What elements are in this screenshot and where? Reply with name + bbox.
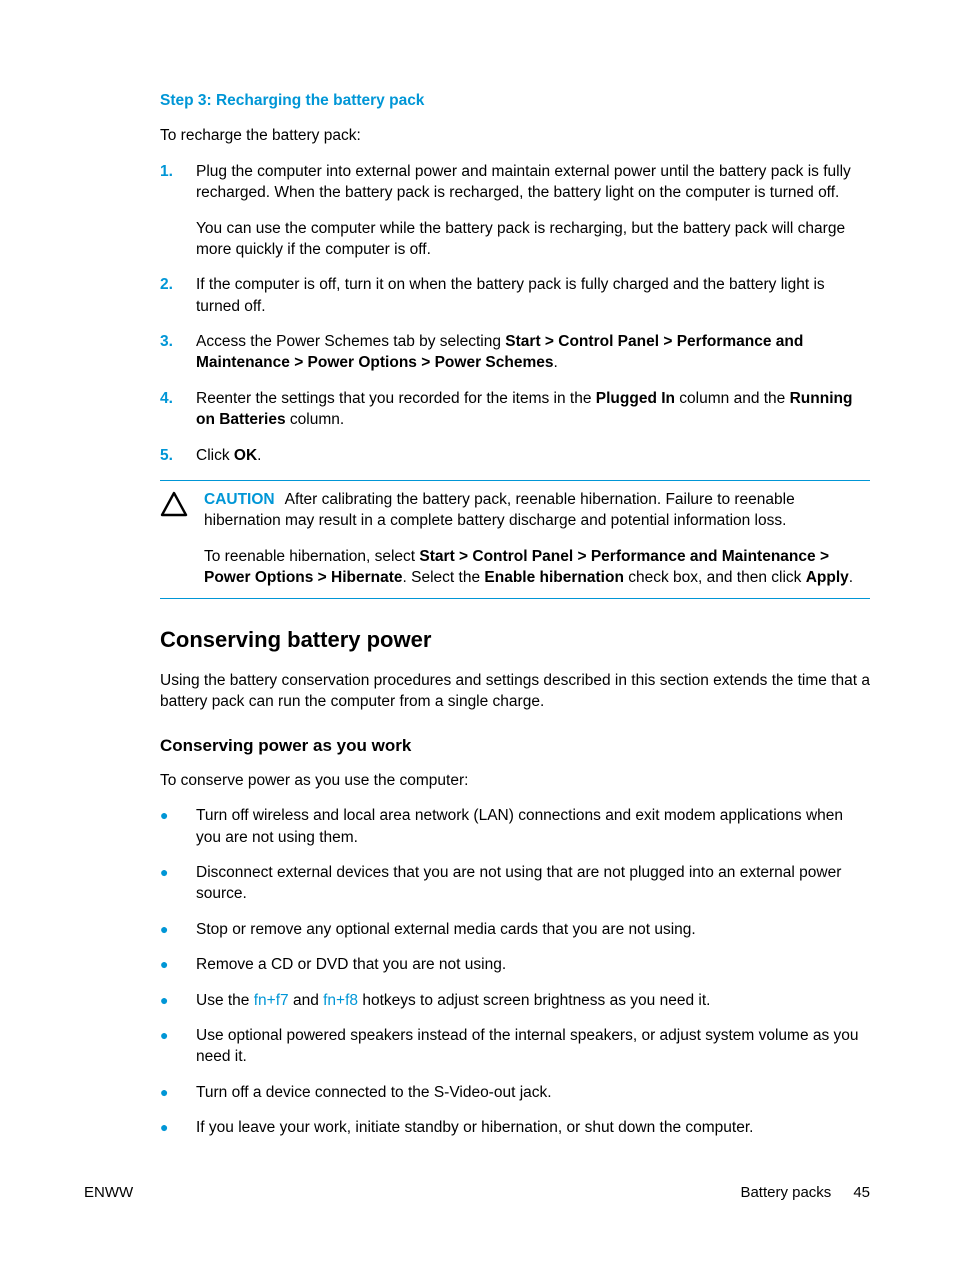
list-item: ● Use optional powered speakers instead …: [160, 1025, 870, 1068]
caution-text: . Select the: [403, 569, 485, 586]
section-heading: Conserving battery power: [160, 625, 870, 655]
list-item: 3. Access the Power Schemes tab by selec…: [160, 331, 870, 374]
caution-label: CAUTION: [204, 491, 285, 508]
list-text: Disconnect external devices that you are…: [196, 862, 870, 905]
numbered-list: 1. Plug the computer into external power…: [160, 161, 870, 466]
section-para: Using the battery conservation procedure…: [160, 670, 870, 713]
list-text: and: [289, 992, 323, 1009]
page-footer: ENWW Battery packs 45: [84, 1183, 870, 1204]
list-item: 1. Plug the computer into external power…: [160, 161, 870, 261]
list-text: Turn off wireless and local area network…: [196, 805, 870, 848]
list-text: Use the: [196, 992, 254, 1009]
hotkey: fn+f8: [323, 992, 358, 1009]
option-name: Enable hibernation: [484, 569, 624, 586]
bullet-icon: ●: [160, 919, 196, 940]
list-text: If you leave your work, initiate standby…: [196, 1117, 870, 1138]
list-text: hotkeys to adjust screen brightness as y…: [358, 992, 710, 1009]
bullet-icon: ●: [160, 990, 196, 1011]
list-number: 4.: [160, 388, 196, 431]
list-item: 5. Click OK.: [160, 445, 870, 466]
step-intro: To recharge the battery pack:: [160, 125, 870, 146]
column-name: Plugged In: [596, 390, 675, 407]
list-text: Stop or remove any optional external med…: [196, 919, 870, 940]
list-text: Remove a CD or DVD that you are not usin…: [196, 954, 870, 975]
button-name: OK: [234, 447, 257, 464]
list-item: ● If you leave your work, initiate stand…: [160, 1117, 870, 1138]
list-text: .: [553, 354, 557, 371]
caution-icon: [160, 489, 204, 589]
list-item: ● Stop or remove any optional external m…: [160, 919, 870, 940]
footer-left: ENWW: [84, 1183, 133, 1204]
list-text: Access the Power Schemes tab by selectin…: [196, 333, 505, 350]
list-item: ● Turn off a device connected to the S-V…: [160, 1082, 870, 1103]
list-text: Plug the computer into external power an…: [196, 163, 851, 201]
list-number: 1.: [160, 161, 196, 261]
subsection-para: To conserve power as you use the compute…: [160, 770, 870, 791]
list-text: Use optional powered speakers instead of…: [196, 1025, 870, 1068]
list-item: ● Turn off wireless and local area netwo…: [160, 805, 870, 848]
bullet-icon: ●: [160, 1117, 196, 1138]
list-text: column.: [286, 411, 345, 428]
list-text: .: [257, 447, 261, 464]
subsection-heading: Conserving power as you work: [160, 734, 870, 757]
caution-text: After calibrating the battery pack, reen…: [204, 491, 795, 529]
list-number: 5.: [160, 445, 196, 466]
caution-callout: CAUTIONAfter calibrating the battery pac…: [160, 480, 870, 600]
list-text: Reenter the settings that you recorded f…: [196, 390, 596, 407]
bullet-icon: ●: [160, 1082, 196, 1103]
list-item: 2. If the computer is off, turn it on wh…: [160, 274, 870, 317]
caution-text: check box, and then click: [624, 569, 806, 586]
bullet-icon: ●: [160, 1025, 196, 1068]
caution-text: .: [849, 569, 853, 586]
footer-section: Battery packs: [740, 1183, 831, 1204]
list-text: Turn off a device connected to the S-Vid…: [196, 1082, 870, 1103]
hotkey: fn+f7: [254, 992, 289, 1009]
list-number: 3.: [160, 331, 196, 374]
list-text: column and the: [675, 390, 790, 407]
bullet-icon: ●: [160, 805, 196, 848]
list-item: ● Use the fn+f7 and fn+f8 hotkeys to adj…: [160, 990, 870, 1011]
button-name: Apply: [806, 569, 849, 586]
list-number: 2.: [160, 274, 196, 317]
list-text: If the computer is off, turn it on when …: [196, 274, 870, 317]
list-subtext: You can use the computer while the batte…: [196, 218, 870, 261]
list-item: ● Disconnect external devices that you a…: [160, 862, 870, 905]
list-item: ● Remove a CD or DVD that you are not us…: [160, 954, 870, 975]
step-heading: Step 3: Recharging the battery pack: [160, 90, 870, 111]
bullet-icon: ●: [160, 954, 196, 975]
bullet-list: ● Turn off wireless and local area netwo…: [160, 805, 870, 1138]
list-text: Click: [196, 447, 234, 464]
list-item: 4. Reenter the settings that you recorde…: [160, 388, 870, 431]
page-number: 45: [853, 1183, 870, 1204]
bullet-icon: ●: [160, 862, 196, 905]
caution-text: To reenable hibernation, select: [204, 548, 419, 565]
